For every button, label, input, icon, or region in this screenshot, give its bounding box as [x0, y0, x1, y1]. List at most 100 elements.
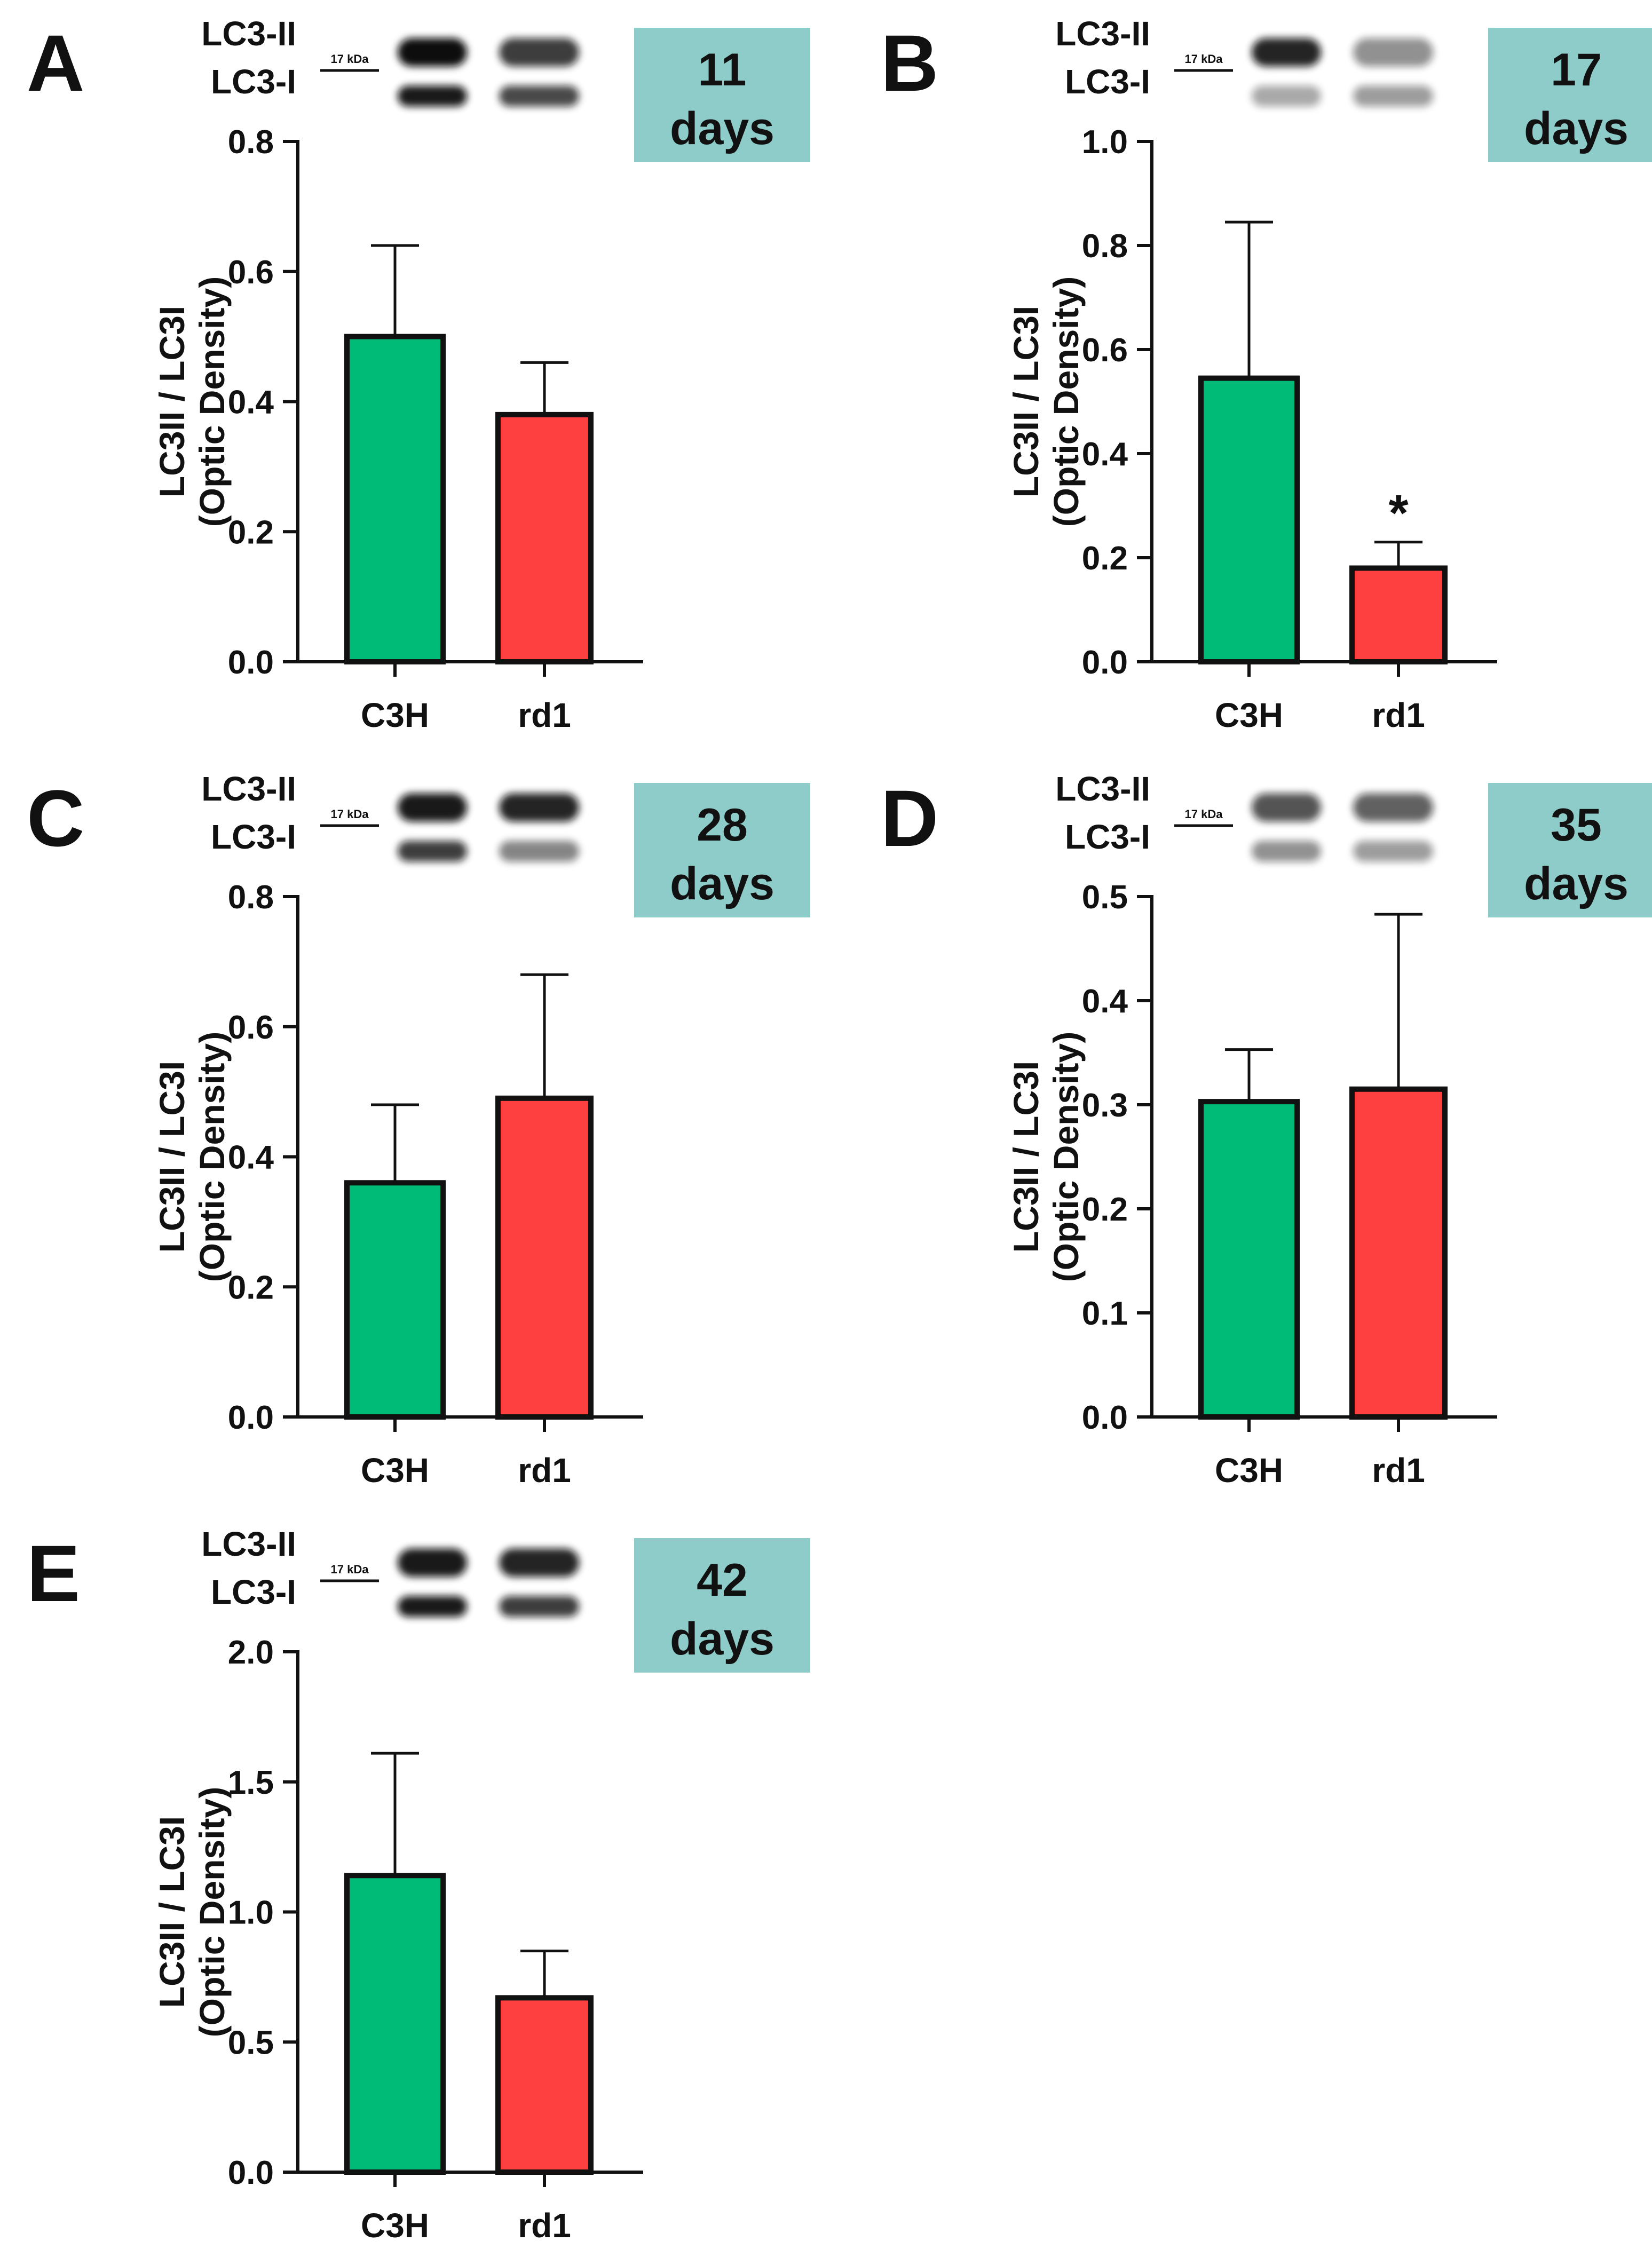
y-axis-label-line1: LC3II / LC3I — [152, 1816, 192, 2008]
panel-letter: B — [881, 18, 938, 108]
y-tick-label: 1.0 — [1082, 124, 1128, 161]
blot-band-upper-c3h — [1252, 38, 1321, 67]
time-badge — [634, 28, 810, 162]
y-axis-label-line2: (Optic Density) — [192, 1032, 232, 1282]
y-tick-label: 0.2 — [228, 1269, 274, 1306]
blot-label-lc3-ii: LC3-II — [1055, 14, 1150, 53]
y-tick-label: 0.6 — [228, 254, 274, 291]
bar-c3h — [344, 334, 446, 664]
time-badge-unit: days — [670, 1613, 774, 1665]
y-tick-label: 0.5 — [228, 2024, 274, 2061]
y-axis-label-line2: (Optic Density) — [192, 276, 232, 527]
panel-b: B 17 days LC3-II LC3-I 17 kDa C3H * rd1 0.0 0.2 0.4… — [881, 14, 1652, 734]
y-tick-label: 0.2 — [1082, 540, 1128, 577]
blot-marker-label: 17 kDa — [331, 1563, 369, 1576]
blot-marker-label: 17 kDa — [1185, 52, 1223, 66]
y-tick-label: 0.0 — [228, 2155, 274, 2191]
bar-c3h — [344, 1180, 446, 1420]
blot-label-lc3-i: LC3-I — [211, 1573, 296, 1611]
y-tick-label: 1.0 — [228, 1895, 274, 1931]
y-tick-label: 1.5 — [228, 1764, 274, 1801]
panel-c: C 28 days LC3-II LC3-I 17 kDa C3H rd1 0.0 0.2 0.4 0… — [27, 770, 810, 1490]
blot-label-lc3-ii: LC3-II — [201, 1525, 296, 1563]
bar-rd1 — [1349, 1086, 1448, 1420]
bar-c3h — [1198, 375, 1300, 664]
blot-band-lower-rd1 — [499, 85, 579, 107]
blot-band-upper-c3h — [398, 38, 467, 67]
y-tick-label: 0.4 — [228, 1139, 274, 1176]
time-badge-unit: days — [1524, 858, 1629, 909]
blot-label-lc3-i: LC3-I — [1065, 62, 1150, 101]
blot-band-upper-rd1 — [499, 793, 579, 822]
blot-band-lower-rd1 — [1353, 85, 1433, 107]
blot-band-lower-c3h — [398, 85, 467, 107]
time-badge-number: 42 — [697, 1555, 748, 1606]
y-tick-label: 0.8 — [1082, 228, 1128, 265]
y-tick-label: 0.8 — [228, 879, 274, 916]
panel-letter: D — [881, 773, 938, 863]
y-axis-label-line1: LC3II / LC3I — [1006, 1061, 1046, 1253]
category-label-c3h: C3H — [361, 696, 429, 734]
blot-band-lower-rd1 — [499, 841, 579, 862]
y-axis-label-line2: (Optic Density) — [1046, 276, 1086, 527]
blot-marker-label: 17 kDa — [331, 807, 369, 821]
blot-label-lc3-i: LC3-I — [211, 818, 296, 856]
y-axis-label-line1: LC3II / LC3I — [152, 1061, 192, 1253]
y-tick-label: 0.4 — [1082, 436, 1128, 473]
y-tick-label: 2.0 — [228, 1634, 274, 1671]
category-label-c3h: C3H — [361, 2206, 429, 2245]
time-badge — [1488, 28, 1652, 162]
y-tick-label: 0.3 — [1082, 1087, 1128, 1124]
blot-label-lc3-i: LC3-I — [211, 62, 296, 101]
blot-band-lower-c3h — [1252, 85, 1321, 107]
y-tick-label: 0.1 — [1082, 1295, 1128, 1332]
y-tick-label: 0.4 — [1082, 983, 1128, 1020]
panel-d: D 35 days LC3-II LC3-I 17 kDa C3H rd1 0.0 0.1 0.2 0… — [881, 770, 1652, 1490]
y-tick-label: 0.0 — [228, 644, 274, 681]
category-label-rd1: rd1 — [518, 2206, 571, 2245]
blot-marker-label: 17 kDa — [331, 52, 369, 66]
bar-rd1 — [495, 1995, 594, 2175]
y-tick-label: 0.2 — [228, 514, 274, 551]
time-badge-unit: days — [1524, 103, 1629, 154]
significance-marker: * — [1388, 485, 1409, 542]
panel-letter: E — [27, 1529, 80, 1618]
blot-label-lc3-ii: LC3-II — [201, 14, 296, 53]
time-badge — [1488, 783, 1652, 917]
blot-label-lc3-ii: LC3-II — [201, 770, 296, 808]
blot-band-upper-rd1 — [1353, 38, 1433, 67]
time-badge-unit: days — [670, 858, 774, 909]
y-axis-label-line1: LC3II / LC3I — [1006, 306, 1046, 497]
blot-band-lower-rd1 — [499, 1596, 579, 1617]
time-badge-unit: days — [670, 103, 774, 154]
time-badge-number: 28 — [697, 799, 748, 851]
category-label-c3h: C3H — [361, 1451, 429, 1490]
y-tick-label: 0.5 — [1082, 879, 1128, 916]
panel-letter: C — [27, 773, 84, 863]
category-label-rd1: rd1 — [1372, 696, 1425, 734]
y-tick-label: 0.4 — [228, 384, 274, 421]
time-badge — [634, 1538, 810, 1673]
blot-band-upper-rd1 — [499, 1548, 579, 1577]
blot-label-lc3-i: LC3-I — [1065, 818, 1150, 856]
y-axis-label-line2: (Optic Density) — [1046, 1032, 1086, 1282]
blot-band-lower-c3h — [398, 1596, 467, 1617]
category-label-c3h: C3H — [1215, 1451, 1283, 1490]
blot-band-lower-rd1 — [1353, 841, 1433, 862]
y-tick-label: 0.0 — [1082, 644, 1128, 681]
blot-band-upper-c3h — [398, 1548, 467, 1577]
bar-c3h — [1198, 1099, 1300, 1420]
y-tick-label: 0.2 — [1082, 1191, 1128, 1228]
y-tick-label: 0.6 — [1082, 332, 1128, 369]
y-tick-label: 0.6 — [228, 1009, 274, 1046]
panel-a: A 11 days LC3-II LC3-I 17 kDa C3H rd1 0.0 0.2 0.4 0… — [27, 14, 810, 734]
blot-band-lower-c3h — [1252, 841, 1321, 862]
bar-rd1 — [495, 1095, 594, 1420]
time-badge-number: 35 — [1551, 799, 1602, 851]
y-axis-label-line1: LC3II / LC3I — [152, 306, 192, 497]
y-tick-label: 0.0 — [228, 1399, 274, 1436]
blot-band-upper-c3h — [398, 793, 467, 822]
blot-band-upper-c3h — [1252, 793, 1321, 822]
bar-c3h — [344, 1873, 446, 2175]
